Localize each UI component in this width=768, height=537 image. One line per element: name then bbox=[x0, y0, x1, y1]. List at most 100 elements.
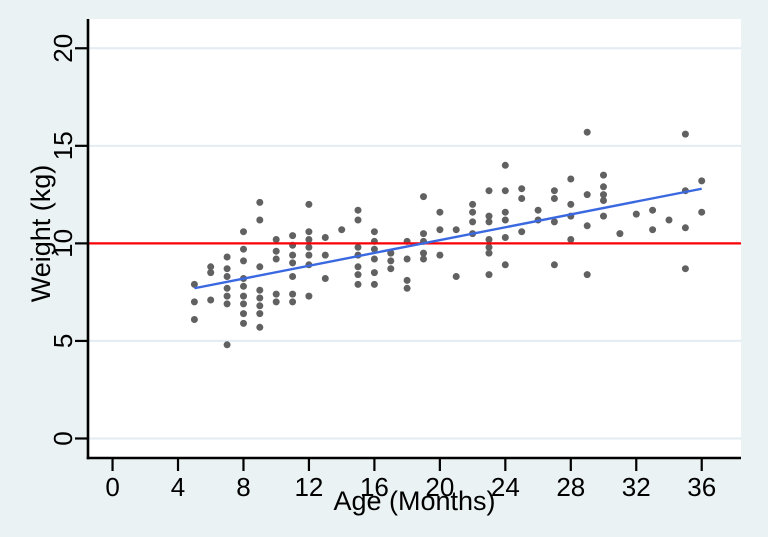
axes bbox=[86, 19, 741, 460]
data-points bbox=[190, 128, 706, 349]
data-point bbox=[501, 216, 509, 224]
data-point bbox=[289, 259, 297, 267]
data-point bbox=[567, 175, 575, 183]
data-point bbox=[600, 197, 607, 204]
data-point bbox=[681, 265, 689, 273]
data-point bbox=[370, 280, 378, 288]
data-point bbox=[289, 273, 297, 280]
data-point bbox=[256, 198, 264, 206]
data-point bbox=[436, 251, 444, 259]
data-point bbox=[289, 290, 297, 298]
data-point bbox=[600, 212, 607, 220]
data-point bbox=[354, 280, 362, 288]
data-point bbox=[321, 251, 329, 259]
x-tick-label: 4 bbox=[171, 472, 185, 502]
data-point bbox=[370, 255, 378, 263]
data-point bbox=[289, 298, 297, 306]
data-point bbox=[354, 206, 362, 214]
data-point bbox=[354, 243, 362, 251]
data-point bbox=[567, 200, 575, 208]
data-point bbox=[550, 195, 558, 202]
fit-line bbox=[194, 187, 702, 290]
data-point bbox=[600, 183, 607, 191]
data-point bbox=[387, 257, 395, 265]
x-tick-label: 8 bbox=[236, 472, 250, 502]
data-point bbox=[534, 206, 542, 214]
data-point bbox=[600, 171, 607, 179]
plot-region bbox=[88, 19, 741, 458]
x-tick-label: 0 bbox=[105, 472, 119, 502]
data-point bbox=[289, 232, 297, 240]
data-point bbox=[485, 243, 493, 251]
data-point bbox=[289, 251, 297, 259]
data-point bbox=[190, 298, 198, 306]
data-point bbox=[240, 282, 247, 290]
data-point bbox=[501, 208, 509, 216]
data-point bbox=[420, 249, 427, 257]
y-axis: 0 5 10 15 20 bbox=[48, 34, 88, 446]
data-point bbox=[305, 251, 313, 259]
data-point bbox=[321, 275, 329, 282]
data-point bbox=[207, 296, 215, 304]
data-point bbox=[387, 249, 395, 257]
data-point bbox=[452, 273, 460, 280]
data-point bbox=[354, 216, 362, 224]
data-point bbox=[403, 284, 411, 292]
data-point bbox=[190, 316, 198, 323]
data-point bbox=[240, 300, 247, 308]
data-point bbox=[354, 263, 362, 271]
data-point bbox=[370, 269, 378, 277]
data-point bbox=[420, 230, 427, 238]
data-point bbox=[403, 255, 411, 263]
y-tick-label: 20 bbox=[48, 34, 78, 63]
y-tick-label: 5 bbox=[48, 334, 78, 348]
data-point bbox=[223, 300, 231, 308]
data-point bbox=[583, 271, 591, 279]
data-point bbox=[485, 218, 493, 226]
data-point bbox=[518, 195, 526, 202]
data-point bbox=[354, 271, 362, 279]
data-point bbox=[305, 228, 313, 236]
data-point bbox=[223, 273, 231, 280]
y-tick-label: 15 bbox=[48, 131, 78, 160]
data-point bbox=[698, 208, 706, 216]
data-point bbox=[321, 234, 329, 241]
x-axis-title: Age (Months) bbox=[333, 486, 495, 516]
data-point bbox=[698, 177, 706, 185]
data-point bbox=[518, 228, 526, 236]
data-point bbox=[338, 226, 346, 234]
data-point bbox=[272, 255, 280, 263]
data-point bbox=[550, 261, 558, 269]
data-point bbox=[681, 224, 689, 232]
data-point bbox=[305, 292, 313, 300]
data-point bbox=[649, 206, 657, 214]
data-point bbox=[567, 236, 575, 243]
data-point bbox=[469, 200, 477, 208]
data-point bbox=[420, 255, 427, 263]
data-point bbox=[223, 265, 231, 273]
x-tick-label: 32 bbox=[622, 472, 651, 502]
y-axis-title: Weight (kg) bbox=[26, 165, 56, 303]
data-point bbox=[485, 271, 493, 279]
data-point bbox=[240, 319, 247, 327]
data-point bbox=[518, 185, 526, 193]
data-point bbox=[501, 261, 509, 269]
data-point bbox=[485, 187, 493, 195]
data-point bbox=[272, 290, 280, 298]
data-point bbox=[485, 212, 493, 220]
data-point bbox=[256, 216, 264, 224]
data-point bbox=[240, 310, 247, 318]
data-point bbox=[240, 257, 247, 265]
data-point bbox=[632, 210, 640, 218]
data-point bbox=[420, 193, 427, 201]
data-point bbox=[223, 292, 231, 300]
x-tick-label: 28 bbox=[556, 472, 585, 502]
x-tick-label: 16 bbox=[360, 472, 389, 502]
data-point bbox=[469, 218, 477, 226]
data-point bbox=[485, 249, 493, 257]
data-point bbox=[403, 276, 411, 284]
x-tick-label: 20 bbox=[425, 472, 454, 502]
data-point bbox=[207, 263, 215, 271]
data-point bbox=[272, 247, 280, 255]
